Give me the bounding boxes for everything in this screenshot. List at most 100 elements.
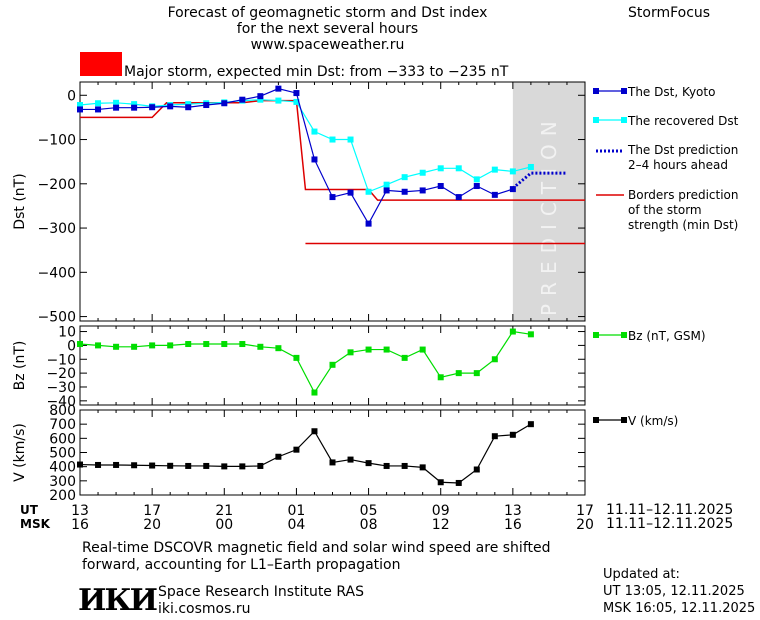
legend-dst-symbol-marker: [593, 88, 599, 94]
msk-tick-label: 04: [288, 517, 306, 533]
y-tick-label: −200: [38, 177, 76, 193]
bz-point: [203, 341, 210, 348]
legend-bz: Bz (nT, GSM): [628, 329, 706, 343]
v-point: [401, 462, 408, 469]
v-point: [113, 461, 120, 468]
prediction-zone-label: PREDICTION: [537, 113, 561, 316]
recovered-dst-point: [509, 168, 516, 175]
bz-point: [239, 341, 246, 348]
y-tick-label: −100: [38, 133, 76, 149]
bz-point: [419, 346, 426, 353]
website-url[interactable]: www.spaceweather.ru: [250, 37, 405, 53]
prediction-zone: [512, 82, 585, 321]
kyoto-dst-point: [221, 100, 228, 107]
recovered-dst-point: [329, 136, 336, 143]
recovered-dst-point: [185, 101, 192, 108]
v-point: [455, 479, 462, 486]
ut-tick-label: 17: [143, 503, 161, 519]
y-tick-label: −40: [46, 394, 76, 410]
kyoto-dst-point: [347, 189, 354, 196]
recovered-dst-line: [79, 99, 532, 193]
y-tick-label: −20: [46, 366, 76, 382]
ut-tick-label: 21: [215, 503, 233, 519]
recovered-dst-point: [113, 99, 120, 106]
bz-point: [95, 342, 102, 349]
kyoto-dst-point: [167, 103, 174, 110]
ut-tick-label: 13: [504, 503, 522, 519]
kyoto-dst-point: [455, 194, 462, 201]
updated-ut: UT 13:05, 12.11.2025: [603, 584, 745, 599]
updated-msk: MSK 16:05, 12.11.2025: [603, 601, 756, 616]
bz-point: [455, 370, 462, 377]
kyoto-dst-point: [149, 104, 156, 111]
recovered-dst-point: [77, 102, 83, 109]
kyoto-dst-point: [239, 96, 246, 103]
v-point: [509, 431, 516, 438]
legend-bz-symbol-marker: [621, 332, 627, 338]
v-point: [131, 462, 138, 469]
kyoto-dst-point: [77, 106, 83, 113]
institute-name: Space Research Institute RAS: [158, 584, 364, 600]
kyoto-dst-point: [293, 90, 300, 97]
bz-point: [131, 343, 138, 350]
kyoto-dst-point: [509, 186, 516, 193]
bz-point: [293, 354, 300, 361]
y-tick-label: 0: [67, 338, 76, 354]
recovered-dst-point: [401, 174, 408, 181]
kyoto-dst-point: [383, 187, 390, 194]
legend-dst-symbol-marker: [621, 88, 627, 94]
v-point: [77, 461, 83, 468]
y-tick-label: 200: [49, 488, 76, 504]
v-point: [311, 428, 318, 435]
v-point: [95, 461, 102, 468]
msk-tick-label: 12: [432, 517, 450, 533]
y-tick-label: 700: [49, 417, 76, 433]
v-point: [329, 459, 336, 466]
title-line-2: for the next several hours: [236, 21, 419, 37]
bz-point: [149, 342, 156, 349]
recovered-dst-point: [383, 181, 390, 188]
bz-point: [401, 354, 408, 361]
msk-tick-label: 20: [576, 517, 594, 533]
bz-point: [347, 349, 354, 356]
kyoto-dst-point: [437, 183, 444, 190]
ut-label: UT: [20, 503, 38, 517]
y-tick-label: −400: [38, 265, 76, 281]
ut-tick-label: 09: [432, 503, 450, 519]
legend-dst: The Dst, Kyoto: [628, 85, 716, 99]
y-tick-label: −300: [38, 221, 76, 237]
v-line: [79, 423, 532, 484]
recovered-dst-point: [437, 165, 444, 172]
y-tick-label: 400: [49, 460, 76, 476]
ut-tick-label: 05: [360, 503, 378, 519]
recovered-dst-point: [473, 176, 480, 183]
v-point: [275, 453, 282, 460]
ut-tick-label: 17: [576, 503, 594, 519]
y-axis-label: Dst (nT): [12, 173, 28, 229]
legend-v: V (km/s): [628, 414, 679, 428]
kyoto-dst-point: [491, 191, 498, 198]
v-point: [383, 462, 390, 469]
y-tick-label: 800: [49, 403, 76, 419]
y-tick-label: 10: [58, 325, 76, 341]
kyoto-dst-point: [311, 156, 318, 163]
bz-point: [527, 331, 534, 338]
legend-bz-symbol-marker: [593, 332, 599, 338]
bz-point: [437, 374, 444, 381]
bz-point: [329, 361, 336, 368]
y-axis-label: V (km/s): [12, 423, 28, 482]
msk-tick-label: 16: [504, 517, 522, 533]
panel-frame: [79, 81, 586, 322]
y-tick-label: 600: [49, 431, 76, 447]
kyoto-dst-point: [113, 104, 120, 111]
kyoto-dst-point: [365, 220, 372, 227]
kyoto-dst-line: [80, 88, 514, 225]
y-tick-label: −10: [46, 352, 76, 368]
legend-recovered: The recovered Dst: [628, 114, 739, 128]
legend-borders-1: Borders prediction: [628, 188, 739, 202]
institute-site[interactable]: iki.cosmos.ru: [158, 601, 251, 617]
v-point: [419, 464, 426, 471]
kyoto-dst-point: [95, 106, 102, 113]
v-point: [221, 463, 228, 470]
panel-frame: [79, 409, 586, 496]
